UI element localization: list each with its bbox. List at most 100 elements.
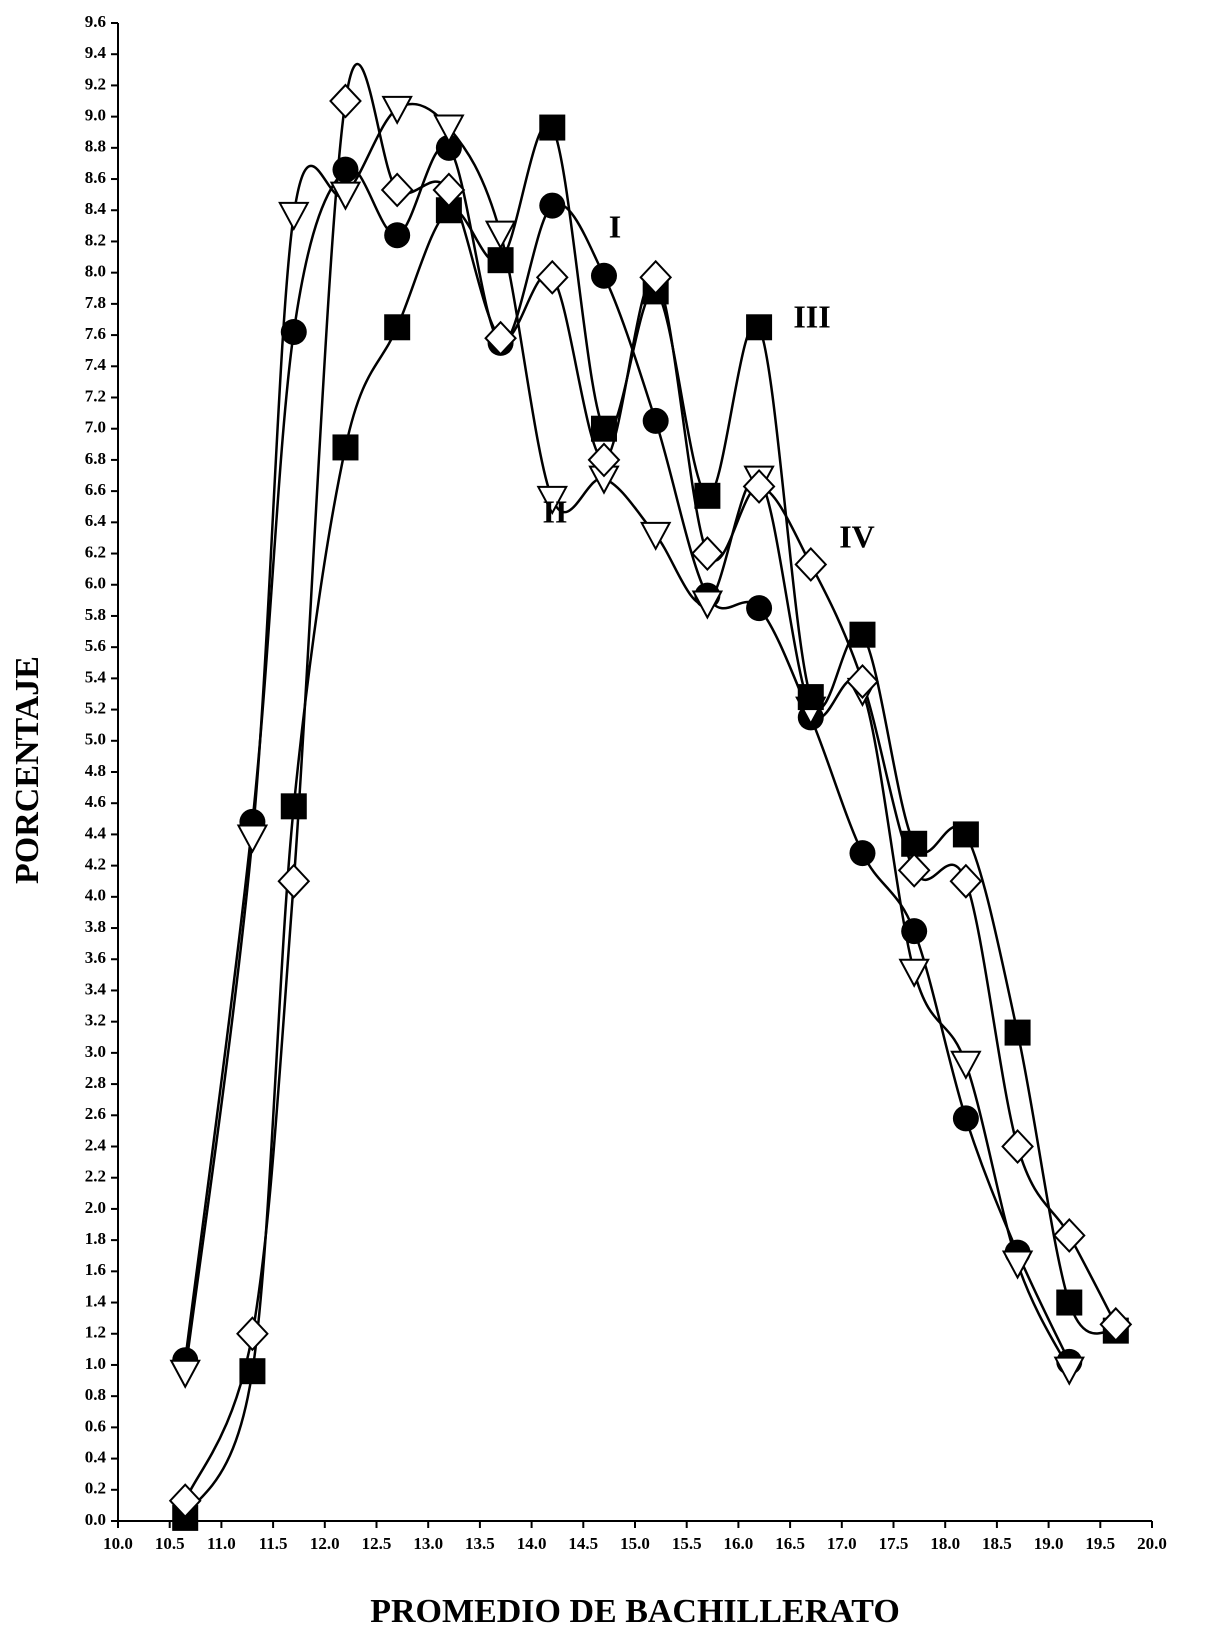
y-tick-label: 3.4 (85, 979, 107, 998)
marker (639, 259, 673, 295)
marker (691, 590, 724, 620)
y-tick-label: 4.6 (85, 792, 106, 811)
marker (329, 83, 362, 119)
y-tick-label: 2.6 (85, 1104, 106, 1123)
marker (691, 536, 724, 572)
marker (694, 482, 721, 509)
marker (1052, 1217, 1086, 1253)
y-tick-label: 9.6 (85, 12, 106, 31)
marker (950, 1050, 982, 1080)
marker (332, 156, 359, 183)
marker (587, 442, 621, 478)
marker (952, 1105, 979, 1132)
y-tick-label: 9.4 (85, 43, 107, 62)
y-tick-label: 8.4 (85, 199, 107, 218)
y-tick-label: 6.4 (85, 511, 107, 530)
series-label: I (609, 208, 621, 244)
x-tick-label: 14.0 (517, 1534, 547, 1553)
x-tick-label: 19.5 (1085, 1534, 1115, 1553)
y-tick-label: 3.0 (85, 1042, 106, 1061)
marker (484, 320, 517, 356)
y-tick-label: 4.2 (85, 855, 106, 874)
y-tick-label: 0.8 (85, 1385, 106, 1404)
y-tick-label: 9.0 (85, 106, 106, 125)
y-tick-label: 3.6 (85, 948, 106, 967)
y-axis-title: PORCENTAJE (9, 656, 46, 884)
marker (381, 95, 413, 125)
marker (746, 314, 773, 341)
y-tick-label: 0.0 (85, 1510, 106, 1529)
x-tick-label: 17.5 (879, 1534, 909, 1553)
x-tick-label: 11.0 (207, 1534, 236, 1553)
marker (169, 1359, 201, 1389)
marker (329, 181, 362, 211)
marker (380, 172, 414, 208)
marker (1001, 1129, 1034, 1164)
x-tick-label: 10.5 (155, 1534, 185, 1553)
marker (846, 664, 879, 699)
x-tick-label: 19.0 (1034, 1534, 1064, 1553)
marker (168, 1483, 202, 1519)
marker (797, 684, 824, 711)
y-tick-label: 2.8 (85, 1073, 106, 1092)
marker (280, 793, 307, 820)
y-tick-label: 1.4 (85, 1291, 107, 1310)
x-tick-label: 13.0 (413, 1534, 443, 1553)
marker (384, 314, 411, 341)
marker (539, 114, 566, 141)
y-tick-label: 5.8 (85, 605, 106, 624)
marker (484, 220, 517, 250)
y-tick-label: 6.8 (85, 449, 106, 468)
marker (1004, 1019, 1031, 1046)
x-axis-title: PROMEDIO DE BACHILLERATO (370, 1593, 900, 1630)
marker (536, 485, 568, 516)
marker (332, 434, 359, 461)
series-line (183, 144, 1071, 1363)
series-line (184, 122, 1117, 1519)
y-tick-label: 4.0 (85, 886, 106, 905)
marker (433, 114, 465, 144)
x-tick-label: 14.5 (568, 1534, 598, 1553)
marker (384, 222, 411, 249)
x-tick-label: 18.0 (930, 1534, 960, 1553)
marker (640, 521, 672, 551)
x-tick-label: 12.0 (310, 1534, 340, 1553)
marker (539, 192, 566, 219)
marker (742, 468, 776, 504)
marker (236, 1316, 269, 1352)
x-tick-label: 12.5 (362, 1534, 392, 1553)
y-tick-label: 9.2 (85, 74, 106, 93)
marker (897, 852, 931, 888)
y-tick-label: 1.6 (85, 1260, 106, 1279)
series-label: IV (839, 518, 875, 554)
series-label: III (793, 298, 830, 334)
y-tick-label: 5.0 (85, 730, 106, 749)
marker (435, 134, 462, 161)
y-tick-label: 7.2 (85, 386, 106, 405)
marker (794, 547, 828, 582)
y-tick-label: 7.6 (85, 324, 106, 343)
x-tick-label: 15.0 (620, 1534, 650, 1553)
series-line (183, 102, 1071, 1373)
y-tick-label: 6.2 (85, 542, 106, 561)
y-tick-label: 8.8 (85, 137, 106, 156)
y-tick-label: 3.2 (85, 1011, 106, 1030)
x-tick-label: 10.0 (103, 1534, 133, 1553)
marker (239, 1358, 266, 1385)
marker (590, 415, 617, 442)
x-tick-label: 13.5 (465, 1534, 495, 1553)
y-tick-label: 2.0 (85, 1198, 106, 1217)
marker (949, 863, 983, 899)
x-tick-label: 16.5 (775, 1534, 805, 1553)
y-tick-label: 4.8 (85, 761, 106, 780)
marker (1056, 1289, 1083, 1316)
marker (898, 958, 930, 988)
marker (952, 821, 979, 848)
marker (432, 172, 466, 208)
marker (901, 918, 928, 945)
y-tick-label: 3.8 (85, 917, 106, 936)
y-tick-label: 0.4 (85, 1447, 107, 1466)
marker (590, 262, 617, 289)
